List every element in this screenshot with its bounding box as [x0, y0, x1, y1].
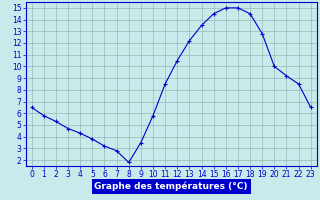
X-axis label: Graphe des températures (°C): Graphe des températures (°C) [94, 182, 248, 191]
